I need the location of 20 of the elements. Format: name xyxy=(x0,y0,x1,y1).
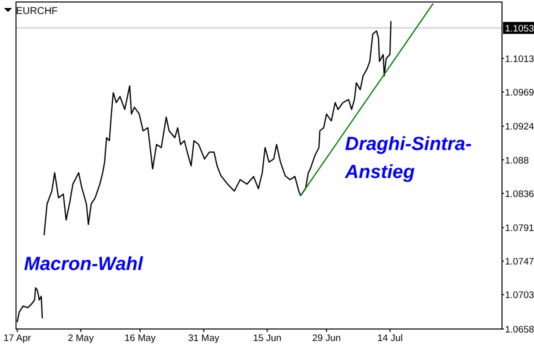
x-tick-label: 14 Jul xyxy=(377,333,403,344)
y-tick-label: 1.0924 xyxy=(505,122,534,133)
y-tick-label: 1.088 xyxy=(505,155,529,166)
chart-title: EURCHF xyxy=(16,6,58,17)
ref-line-label: 1.1053 xyxy=(505,23,534,34)
x-tick-label: 17 Apr xyxy=(4,333,31,344)
x-tick-label: 2 May xyxy=(68,333,94,344)
x-tick-label: 15 Jun xyxy=(252,333,282,344)
y-tick-label: 1.0836 xyxy=(505,188,534,200)
y-tick-label: 1.0703 xyxy=(505,290,534,302)
annotation: Macron-Wahl xyxy=(24,254,144,275)
annotation: Draghi-Sintra- Anstieg xyxy=(344,134,472,183)
y-tick-label: 1.0658 xyxy=(505,324,534,336)
y-tick-label: 1.0747 xyxy=(505,256,534,268)
x-tick-label: 29 Jun xyxy=(312,333,341,344)
x-tick-label: 16 May xyxy=(124,333,156,344)
y-tick-label: 1.0969 xyxy=(505,87,534,98)
y-tick-label: 1.0791 xyxy=(505,223,534,234)
y-tick-label: 1.1013 xyxy=(505,54,534,65)
x-tick-label: 31 May xyxy=(188,333,220,344)
